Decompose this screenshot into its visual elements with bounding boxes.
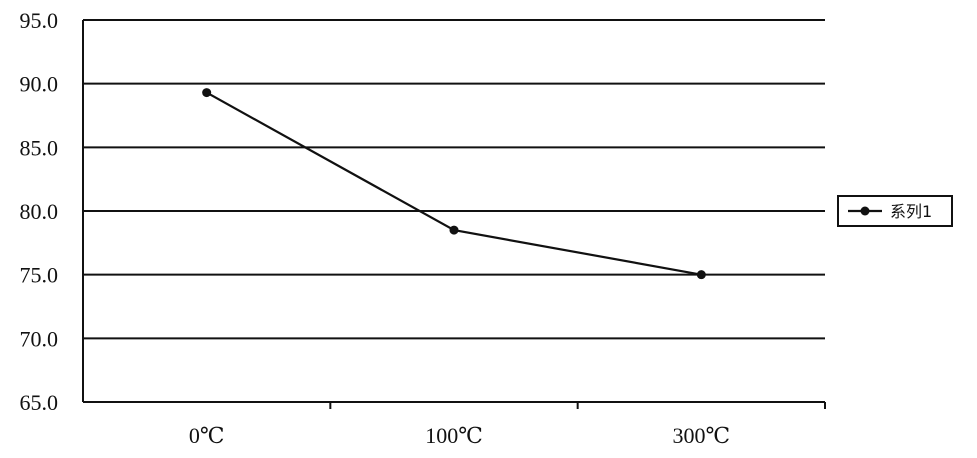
y-tick-label: 95.0 <box>20 8 59 33</box>
y-tick-label: 80.0 <box>20 199 59 224</box>
y-tick-label: 70.0 <box>20 326 59 351</box>
series-layer <box>202 88 706 280</box>
y-tick-label: 75.0 <box>20 263 59 288</box>
y-tick-label: 65.0 <box>20 390 59 415</box>
x-tick-label: 0℃ <box>189 423 225 448</box>
legend: 系列1 <box>837 195 953 227</box>
data-point <box>696 270 706 280</box>
axes <box>82 20 825 403</box>
y-tick-labels: 65.0 70.0 75.0 80.0 85.0 90.0 95.0 <box>20 8 59 415</box>
y-tick-label: 90.0 <box>20 72 59 97</box>
y-tick-label: 85.0 <box>20 135 59 160</box>
x-tick-labels: 0℃ 100℃ 300℃ <box>189 423 730 448</box>
data-point <box>449 225 459 235</box>
x-tick-marks <box>329 402 826 409</box>
data-point <box>202 88 212 98</box>
legend-marker <box>860 206 870 216</box>
x-tick-label: 300℃ <box>673 423 731 448</box>
x-tick-label: 100℃ <box>425 423 483 448</box>
gridlines <box>83 19 825 340</box>
series-line-0 <box>206 91 702 276</box>
legend-label: 系列1 <box>890 202 932 221</box>
